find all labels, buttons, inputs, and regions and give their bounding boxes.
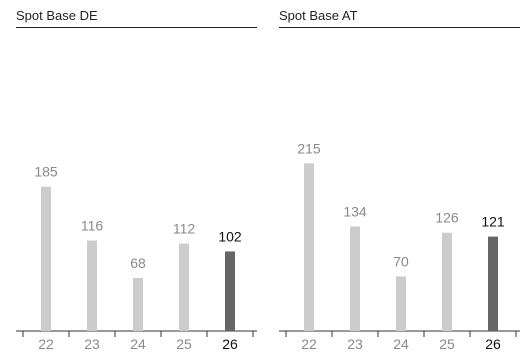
- title-rule-de: [16, 27, 257, 28]
- data-label-26: 102: [218, 228, 242, 244]
- bar-24: [133, 277, 143, 331]
- x-tick-label-25: 25: [439, 336, 455, 352]
- x-tick-label-23: 23: [347, 336, 363, 352]
- bar-25: [442, 232, 452, 331]
- bar-22: [41, 186, 51, 331]
- x-tick-label-22: 22: [38, 336, 54, 352]
- x-tick-label-26: 26: [485, 336, 501, 352]
- data-label-23: 116: [81, 218, 104, 234]
- data-label-24: 70: [393, 253, 409, 269]
- data-label-25: 126: [435, 210, 459, 226]
- bar-22: [304, 163, 314, 331]
- x-tick-label-23: 23: [84, 336, 100, 352]
- data-label-25: 112: [173, 221, 196, 237]
- data-label-22: 185: [34, 164, 58, 180]
- x-tick-label-24: 24: [393, 336, 409, 352]
- bar-26: [225, 251, 235, 331]
- bar-chart-at: 215 22 134 23 70 24 126 25 121 26: [279, 140, 520, 352]
- data-label-24: 68: [130, 255, 146, 271]
- x-tick-label-22: 22: [301, 336, 317, 352]
- data-label-22: 215: [297, 140, 321, 156]
- data-label-26: 121: [481, 214, 505, 230]
- bar-25: [179, 243, 189, 331]
- chart-title-at: Spot Base AT: [279, 8, 358, 23]
- bar-24: [396, 276, 406, 331]
- chart-panel-de: Spot Base DE 185 22 116 23 68 24 112 25 102 26: [16, 0, 257, 354]
- chart-title-de: Spot Base DE: [16, 8, 98, 23]
- bar-chart-de: 185 22 116 23 68 24 112 25 102 26: [16, 164, 257, 352]
- title-rule-at: [279, 27, 520, 28]
- bar-23: [87, 240, 97, 331]
- x-tick-label-25: 25: [176, 336, 192, 352]
- bar-23: [350, 226, 360, 331]
- bar-26: [488, 236, 498, 331]
- x-tick-label-26: 26: [222, 336, 238, 352]
- data-label-23: 134: [343, 203, 367, 219]
- chart-panel-at: Spot Base AT 215 22 134 23 70 24 126 25 121 26: [279, 0, 520, 354]
- x-tick-label-24: 24: [130, 336, 146, 352]
